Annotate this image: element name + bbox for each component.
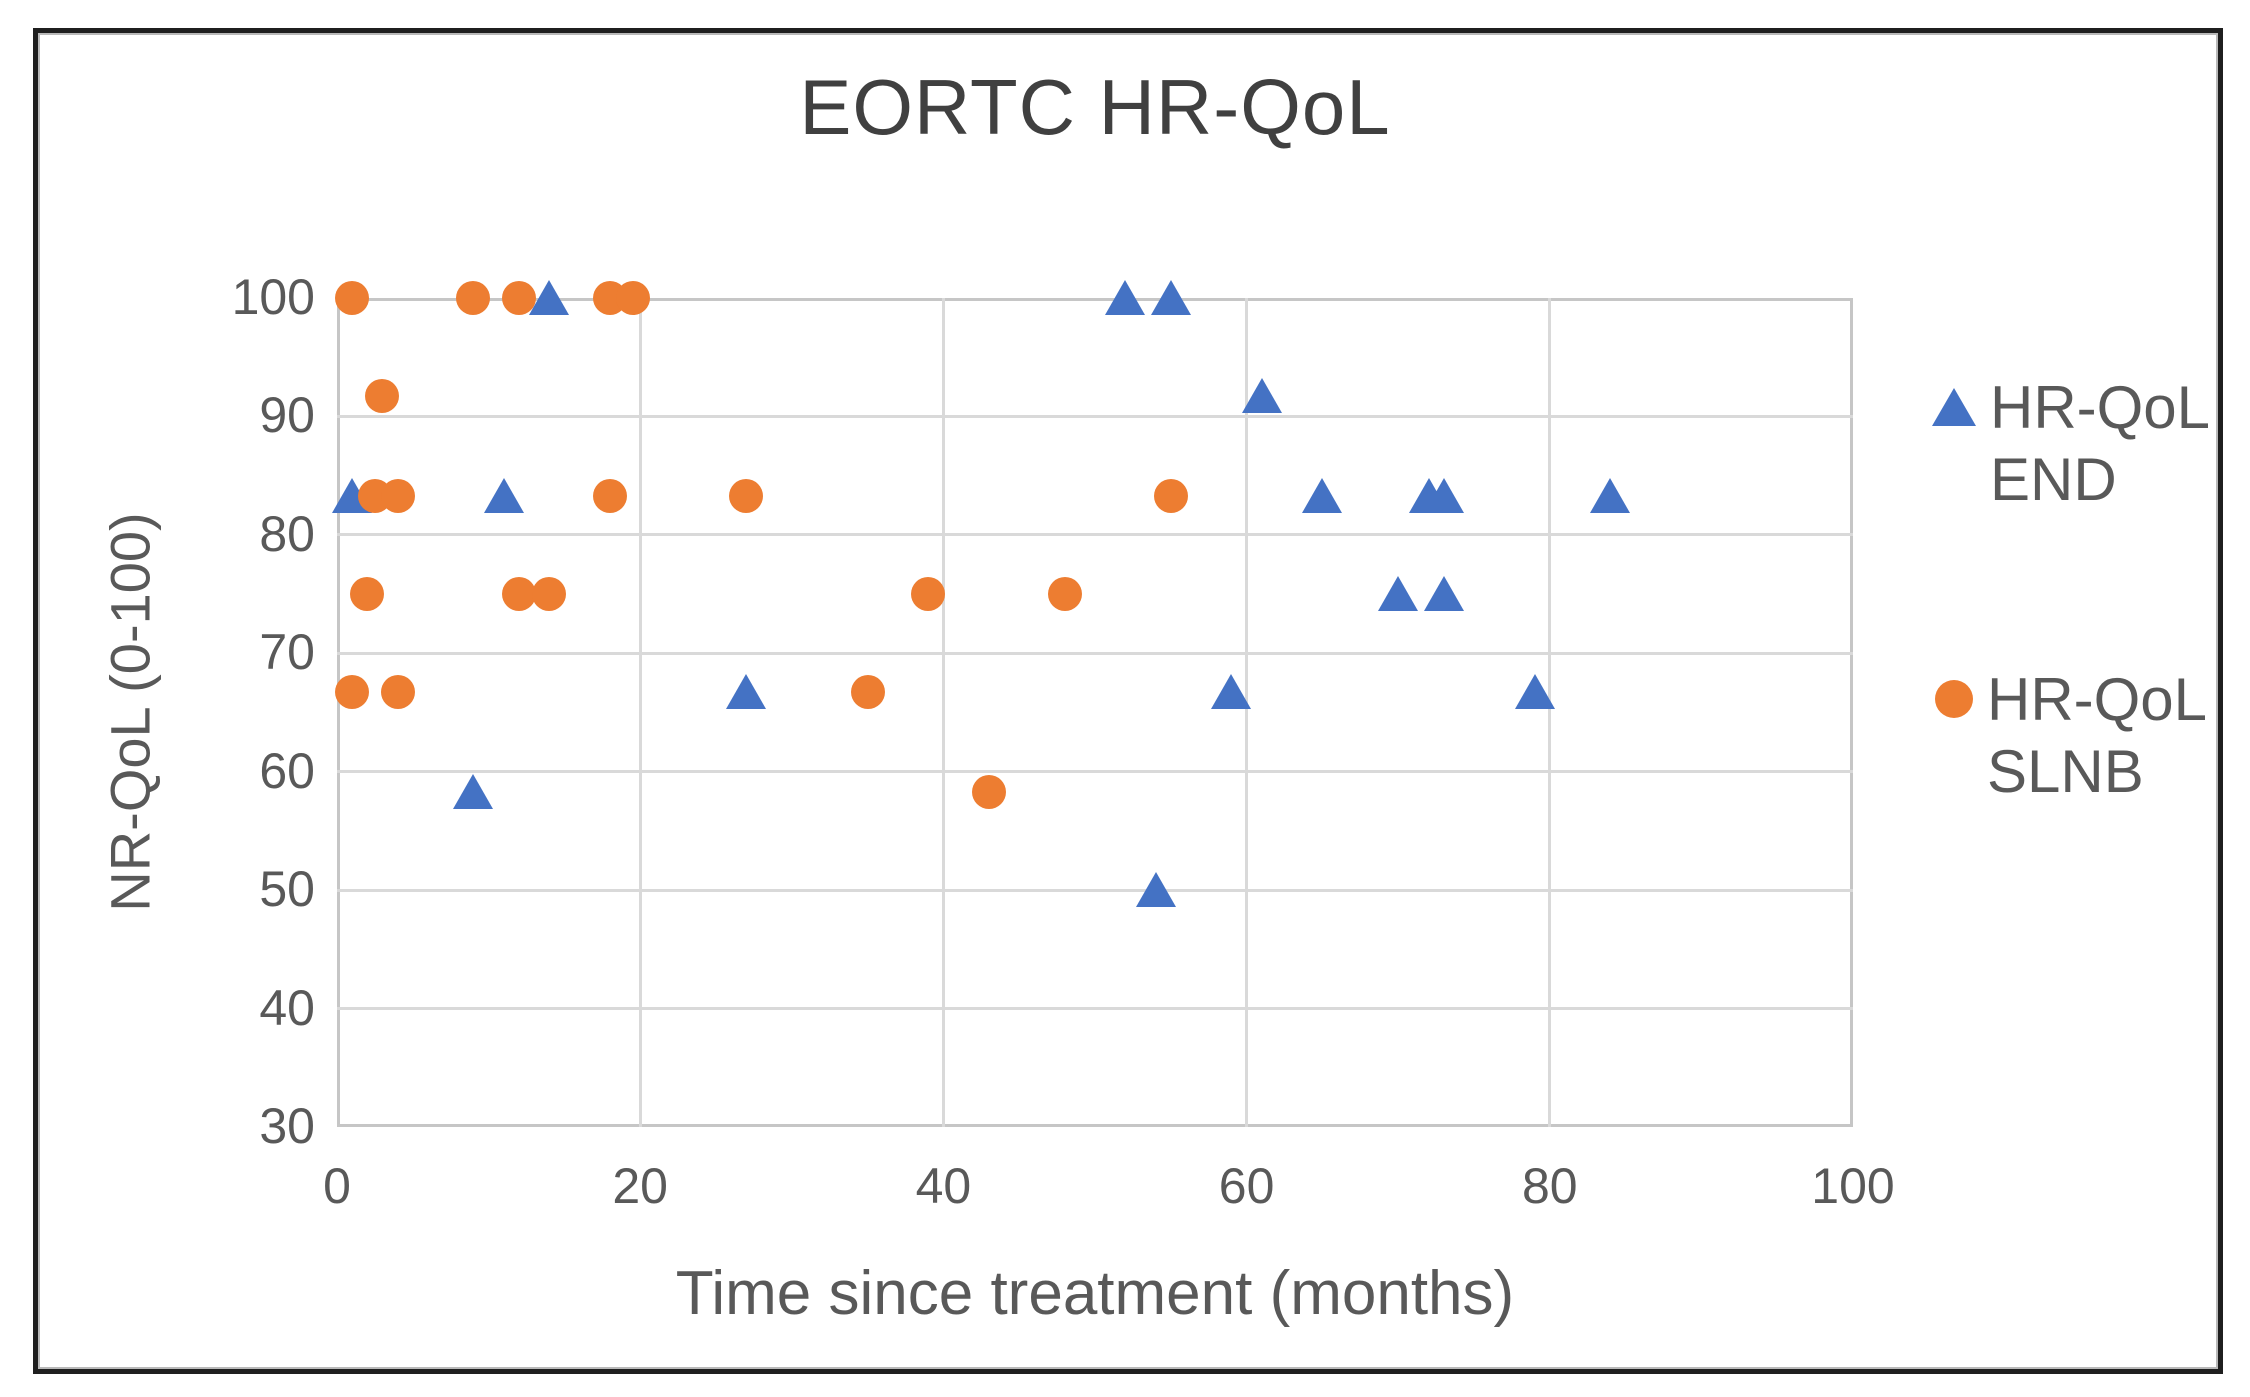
legend-label-slnb: HR-QoL SLNB [1987, 664, 2207, 808]
end-point [1378, 576, 1419, 612]
slnb-point [850, 675, 885, 710]
end-point [1211, 674, 1252, 710]
end-point [1135, 872, 1176, 908]
x-tick-label: 80 [1521, 1158, 1578, 1214]
slnb-point [380, 478, 415, 513]
end-point [1423, 576, 1464, 612]
y-gridline [337, 888, 1853, 892]
triangle-icon [1932, 388, 1976, 426]
legend-label-end-line1: HR-QoL [1990, 374, 2211, 441]
y-gridline [337, 770, 1853, 774]
slnb-point [729, 478, 764, 513]
end-point [1423, 477, 1464, 513]
x-axis-title: Time since treatment (months) [675, 1259, 1515, 1328]
legend-entry-end: HR-QoL END [1932, 372, 2210, 516]
x-gridline [1245, 298, 1249, 1127]
end-point [1105, 280, 1146, 315]
legend-label-slnb-line2: SLNB [1987, 738, 2144, 805]
y-axis-title: NR-QoL (0-100) [98, 512, 162, 912]
end-point [1241, 378, 1282, 414]
end-point [483, 477, 524, 513]
slnb-point [501, 577, 536, 612]
slnb-point [592, 478, 627, 513]
slnb-point [365, 379, 400, 414]
end-point [1302, 477, 1343, 513]
y-tick-label: 100 [231, 269, 315, 325]
slnb-point [335, 281, 370, 315]
x-gridline [941, 298, 945, 1127]
end-point [1590, 477, 1631, 513]
slnb-point [911, 577, 946, 612]
slnb-point [971, 774, 1006, 809]
slnb-point [501, 281, 536, 315]
y-tick-label: 80 [259, 505, 315, 562]
x-gridline [1548, 298, 1552, 1127]
x-tick-label: 100 [1811, 1158, 1895, 1214]
slnb-point [1047, 577, 1082, 612]
slnb-point [350, 577, 385, 612]
slnb-point [1153, 478, 1188, 513]
end-point [453, 773, 494, 809]
y-gridline [337, 1007, 1853, 1011]
legend-label-slnb-line1: HR-QoL [1987, 666, 2208, 733]
slnb-point [380, 675, 415, 710]
end-point [1150, 280, 1191, 315]
x-tick-label: 20 [612, 1158, 668, 1214]
y-tick-label: 50 [259, 861, 315, 918]
slnb-point [532, 577, 567, 612]
legend-label-end-line2: END [1990, 446, 2117, 513]
x-gridline [638, 298, 642, 1127]
slnb-point [615, 281, 650, 315]
y-gridline [337, 414, 1853, 418]
legend-entry-slnb: HR-QoL SLNB [1932, 664, 2207, 808]
y-tick-label: 70 [259, 624, 315, 681]
y-gridline [337, 651, 1853, 655]
y-tick-label: 30 [259, 1098, 315, 1154]
x-tick-label: 60 [1218, 1158, 1275, 1214]
y-tick-label: 40 [259, 979, 315, 1036]
x-tick-label: 0 [323, 1158, 351, 1214]
circle-icon [1935, 680, 1973, 718]
end-point [1514, 674, 1555, 710]
slnb-point [335, 675, 370, 710]
legend-label-end: HR-QoL END [1990, 372, 2210, 516]
y-tick-label: 60 [259, 742, 315, 799]
end-point [726, 674, 767, 710]
chart-title: EORTC HR-QoL [799, 63, 1391, 151]
plot-area [337, 298, 1853, 1127]
y-tick-label: 90 [259, 387, 315, 444]
x-tick-label: 40 [915, 1158, 972, 1214]
y-gridline [337, 533, 1853, 537]
slnb-point [456, 281, 491, 315]
